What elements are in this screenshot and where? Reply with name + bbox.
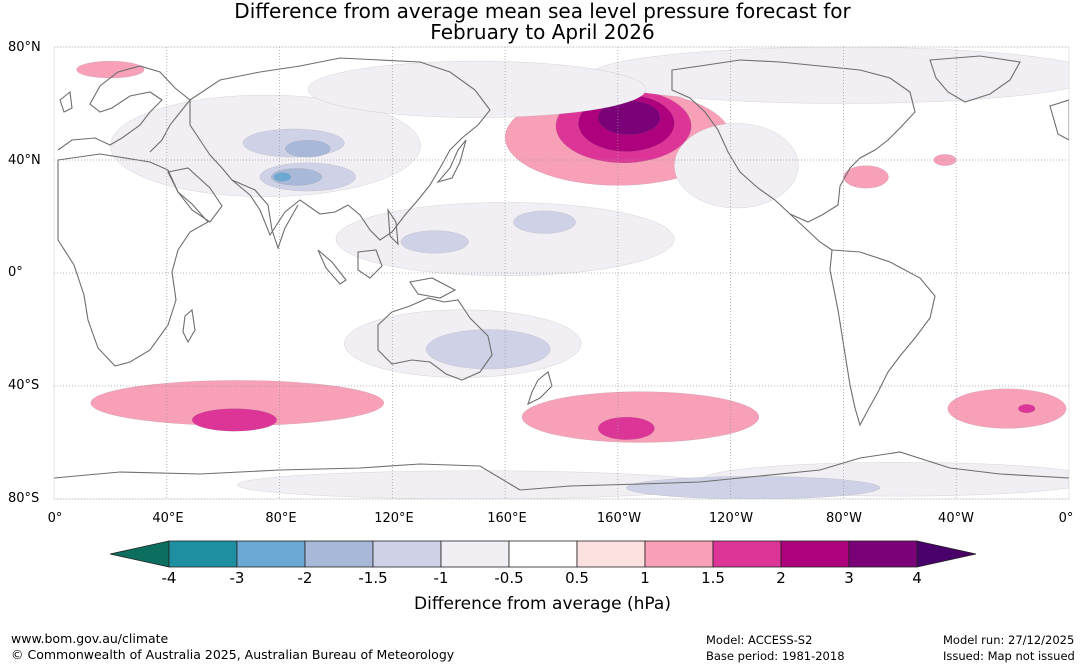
map-title-line-1: Difference from average mean sea level p…	[234, 0, 851, 23]
coastline-madagascar	[182, 308, 196, 344]
anomaly-region-tibet-low	[270, 168, 323, 186]
lat-label-80n: 80°N	[8, 40, 41, 55]
colorbar-cell	[848, 540, 918, 568]
footer-base-period: Base period: 1981-2018	[706, 649, 845, 663]
colorbar-cell	[508, 540, 578, 568]
anomaly-region-tropical-pacific	[513, 210, 576, 234]
lat-label-40n: 40°N	[8, 153, 41, 168]
anomaly-region-central-asia-low	[284, 139, 331, 158]
footer-model-run: Model run: 27/12/2025	[943, 633, 1075, 647]
colorbar-cell	[304, 540, 374, 568]
colorbar-cell	[168, 540, 238, 568]
coastline-asia	[189, 57, 491, 241]
anomaly-region-australia	[425, 329, 551, 370]
lon-label-120w: 120°W	[708, 511, 754, 526]
colorbar-cell	[440, 540, 510, 568]
colorbar-tick: 1.5	[701, 569, 725, 587]
colorbar-arrow-high	[916, 540, 977, 568]
coastline-central-america	[789, 213, 833, 251]
colorbar-tick: -3	[229, 569, 245, 587]
footer-model: Model: ACCESS-S2	[706, 633, 813, 647]
footer-source: www.bom.gov.au/climate © Commonwealth of…	[11, 631, 454, 663]
colorbar-cell	[780, 540, 850, 568]
coastline-north-europe-right	[1049, 99, 1069, 141]
footer-issued: Issued: Map not issued	[943, 649, 1075, 663]
footer-url[interactable]: www.bom.gov.au/climate	[11, 631, 169, 646]
footer-run-info: Model run: 27/12/2025 Issued: Map not is…	[943, 632, 1075, 664]
colorbar-arrow-low	[109, 540, 170, 568]
coastline-north-america	[671, 59, 916, 223]
anomaly-region-tibet-low	[273, 172, 292, 182]
coastline-australia	[377, 297, 493, 381]
footer-model-info: Model: ACCESS-S2 Base period: 1981-2018	[706, 632, 845, 664]
coastline-philippines	[387, 207, 399, 246]
anomaly-region-south-pacific	[521, 391, 760, 443]
lon-label-0-right: 0°	[1058, 511, 1074, 526]
footer-copyright: © Commonwealth of Australia 2025, Austra…	[11, 647, 455, 662]
lat-label-80s: 80°S	[8, 491, 40, 506]
colorbar-tick: 3	[844, 569, 854, 587]
colorbar-tick: -0.5	[494, 569, 524, 587]
colorbar-cell	[576, 540, 646, 568]
lon-label-40w: 40°W	[938, 511, 974, 526]
colorbar-cell	[644, 540, 714, 568]
coastline-antarctica	[54, 451, 1069, 491]
lon-label-120e: 120°E	[374, 511, 414, 526]
coastlines	[54, 55, 1069, 491]
lon-label-80e: 80°E	[265, 511, 297, 526]
coastline-europe	[57, 65, 191, 153]
coastline-africa	[57, 153, 209, 367]
anomaly-region-south-atlantic	[1018, 404, 1036, 414]
lat-label-40s: 40°S	[8, 378, 40, 393]
anomaly-region-southern-indian-ocean	[191, 408, 277, 432]
coastline-borneo	[357, 249, 383, 279]
coastline-sumatra	[317, 249, 347, 285]
coastline-japan	[436, 139, 467, 184]
anomaly-region-tropical-pacific	[400, 230, 469, 254]
lon-label-160w: 160°W	[596, 511, 642, 526]
coastline-south-america	[829, 249, 936, 427]
colorbar-label: Difference from average (hPa)	[414, 594, 671, 614]
colorbar-tick: 0.5	[565, 569, 589, 587]
lon-label-160e: 160°E	[487, 511, 527, 526]
colorbar-tick: -1.5	[358, 569, 388, 587]
colorbar-cell	[372, 540, 442, 568]
colorbar-tick: -1	[433, 569, 449, 587]
coastline-uk	[59, 90, 73, 113]
colorbar-cell	[236, 540, 306, 568]
coastline-india	[231, 179, 299, 250]
colorbar-tick: 2	[776, 569, 786, 587]
anomaly-region-south-pacific	[597, 416, 655, 440]
colorbar-tick: -2	[297, 569, 313, 587]
lon-label-40e: 40°E	[152, 511, 184, 526]
anomaly-region-eurasia	[307, 60, 647, 118]
lon-label-80w: 80°W	[826, 511, 862, 526]
anomaly-layer	[76, 47, 1069, 499]
colorbar-cell	[712, 540, 782, 568]
map-title-line-2: February to April 2026	[430, 20, 655, 44]
lon-label-0-left: 0°	[47, 511, 63, 526]
coastline-greenland	[929, 55, 1021, 103]
anomaly-region-south-atlantic	[947, 388, 1067, 429]
colorbar-tick: 4	[912, 569, 922, 587]
colorbar-tick: -4	[161, 569, 177, 587]
coastline-new-zealand	[527, 371, 553, 406]
map-frame	[53, 46, 1070, 500]
colorbar-tick: 1	[640, 569, 650, 587]
coastline-new-guinea	[409, 277, 457, 299]
coastline-arabia	[167, 167, 223, 223]
lat-label-0: 0°	[8, 265, 23, 280]
